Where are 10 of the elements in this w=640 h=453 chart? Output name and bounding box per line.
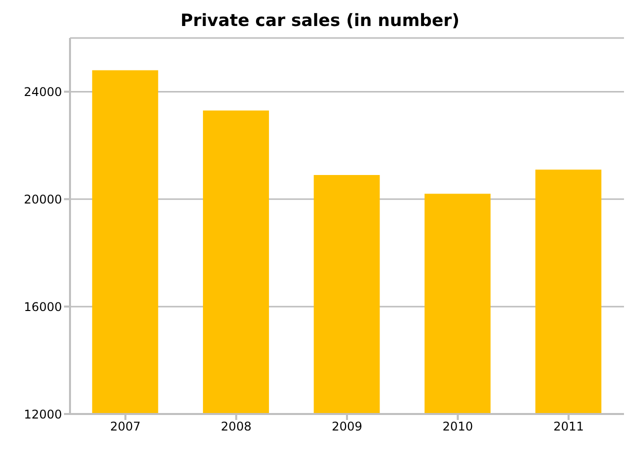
x-tick-label: 2008 (220, 420, 252, 434)
x-tick-label: 2010 (442, 420, 474, 434)
y-tick-label: 24000 (24, 84, 62, 99)
y-tick-label: 12000 (24, 407, 62, 422)
y-tick-label: 20000 (24, 192, 62, 206)
x-tick-label: 2009 (332, 420, 362, 434)
x-tick-label: 2007 (110, 420, 141, 434)
x-tick-label: 2011 (553, 420, 584, 434)
chart-title: Private car sales (in number) (179, 10, 461, 33)
y-tick-label: 16000 (24, 300, 62, 314)
